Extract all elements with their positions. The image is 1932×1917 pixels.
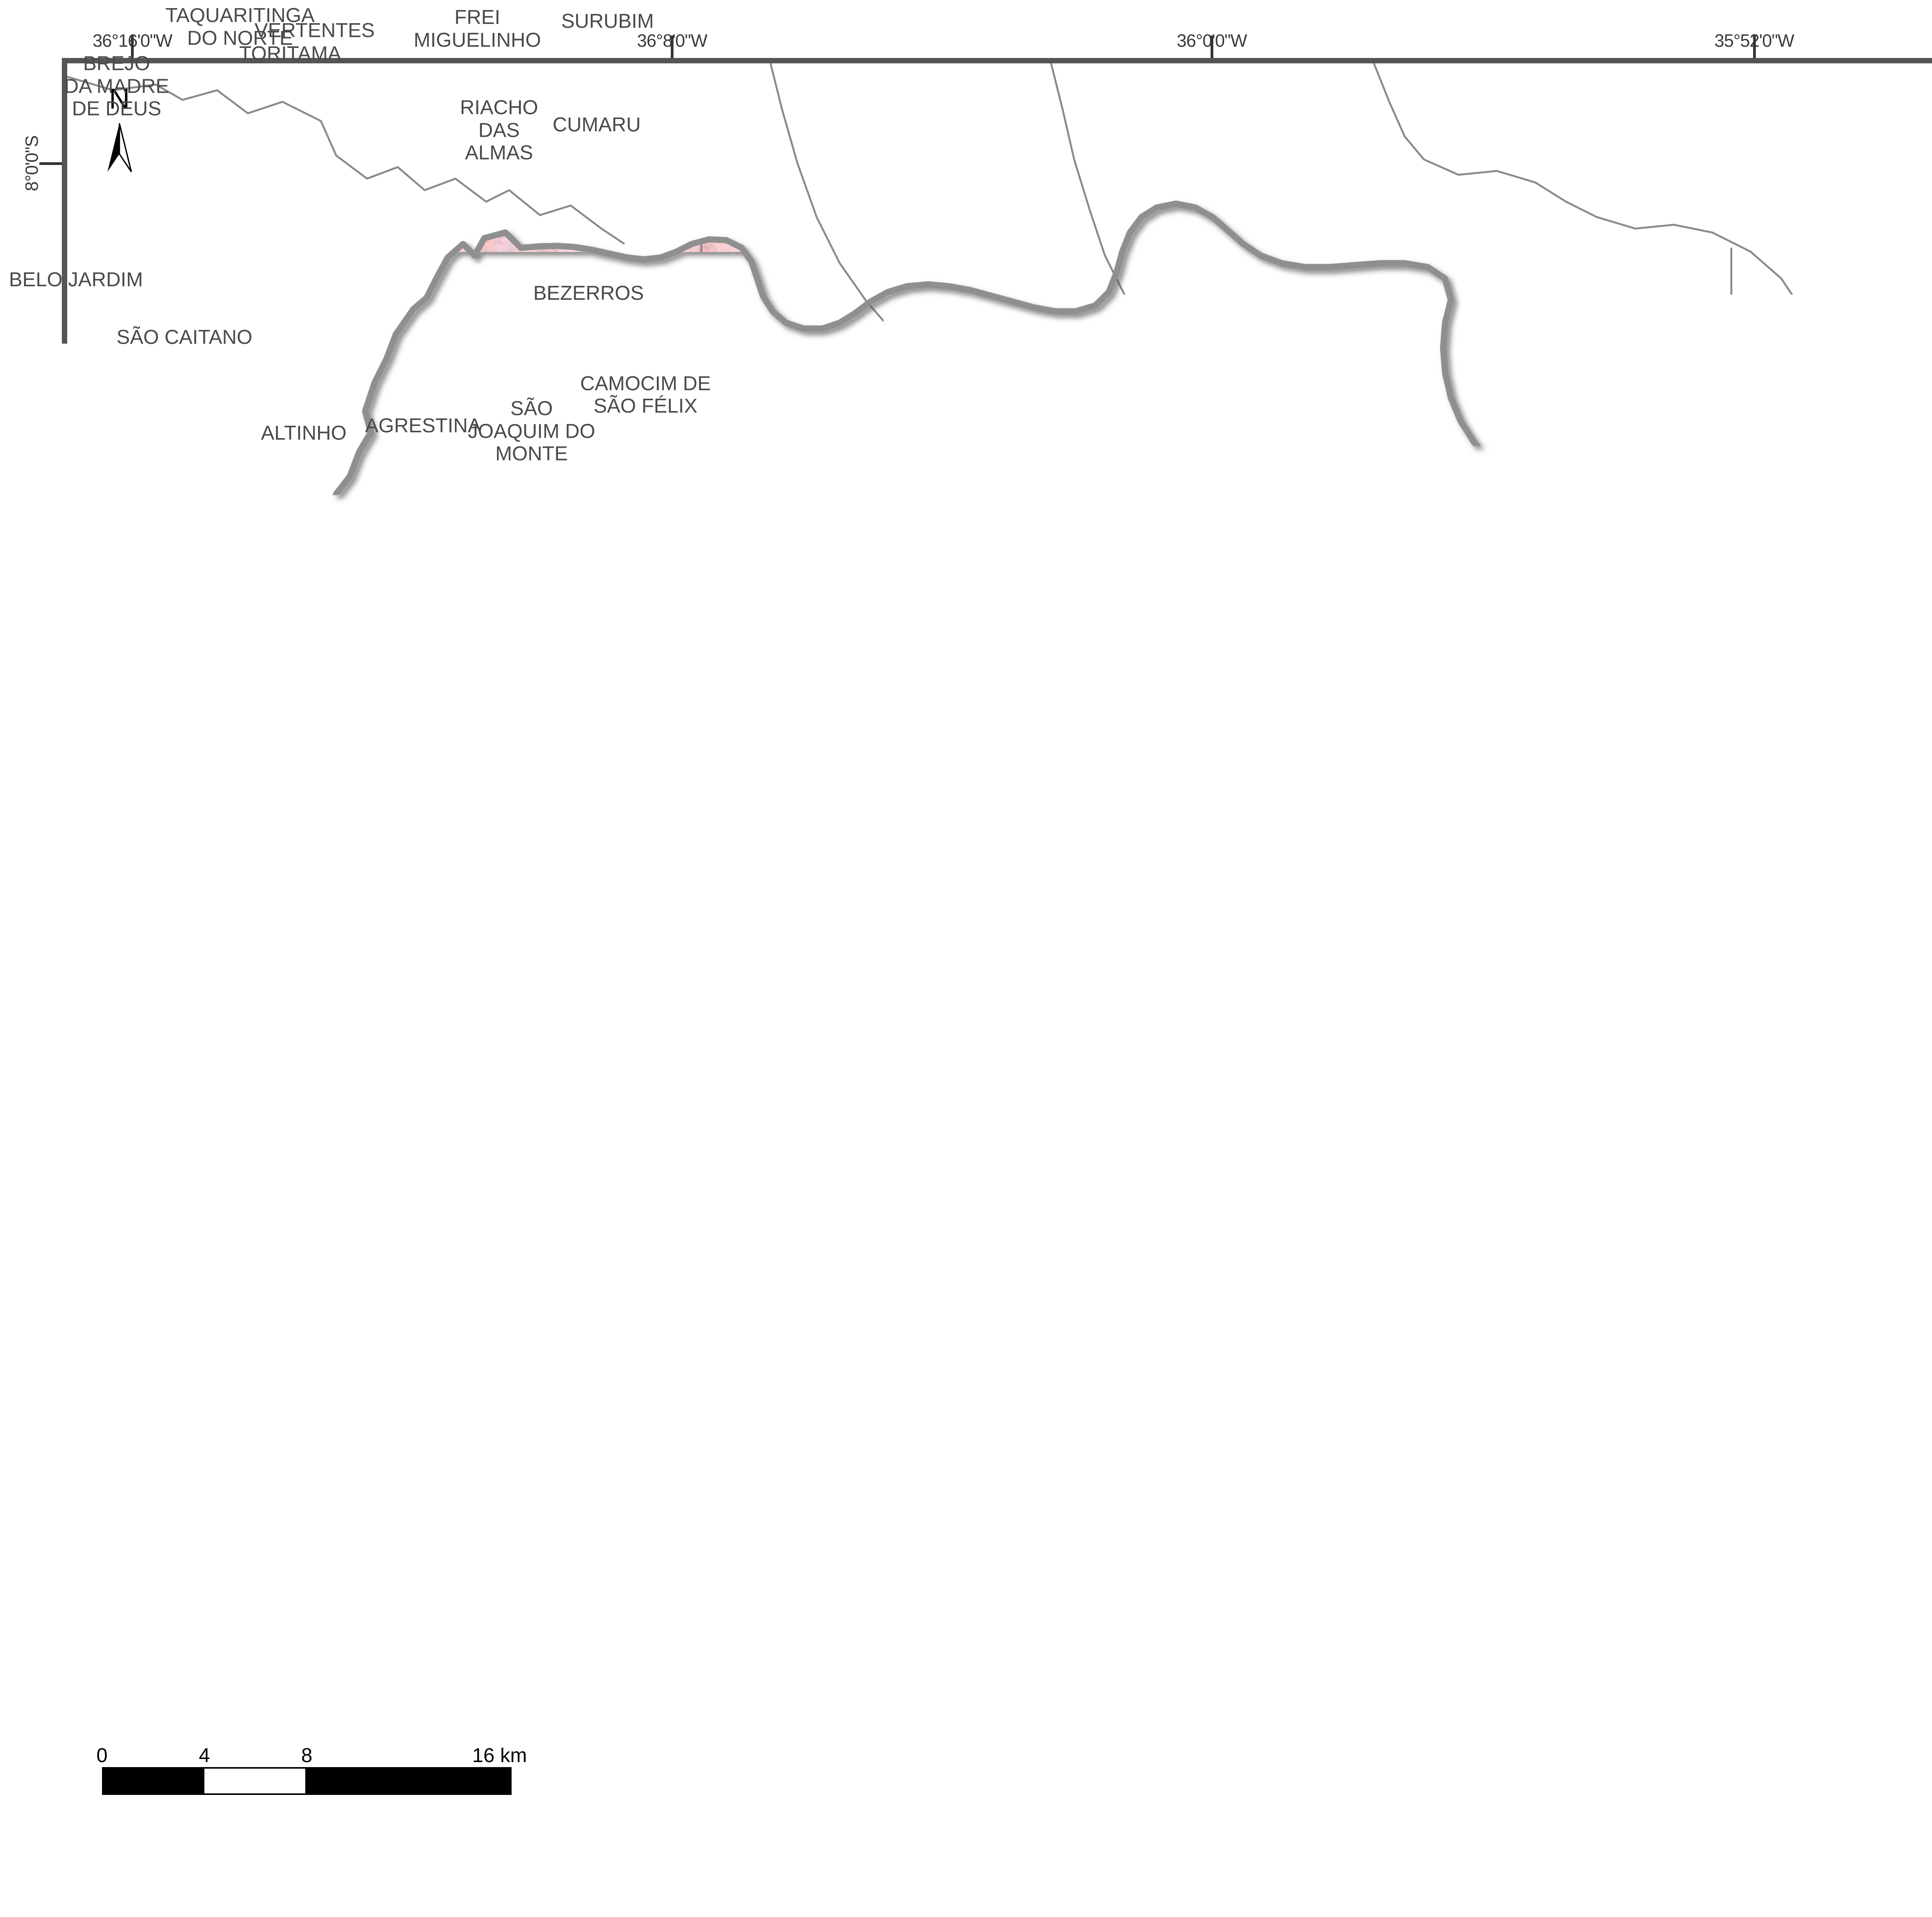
map-canvas[interactable] (67, 63, 1932, 1823)
lon-tickmark-bottom-3 (1753, 1827, 1756, 1850)
map-label-belo-jardim: BELO JARDIM (9, 269, 143, 291)
map-label-camocim-de-são-félix: CAMOCIM DE SÃO FÉLIX (580, 372, 711, 417)
lat-tickmark-left-0 (39, 162, 62, 165)
map-frame[interactable]: N 0 4 8 16 km (62, 58, 1932, 1827)
lat-tickmark-left-1 (39, 651, 62, 654)
lon-tick-bottom-1: 36°8'0"W (637, 1851, 707, 1872)
map-label-toritama: TORITAMA (239, 42, 341, 65)
map-label-riacho-das-almas: RIACHO DAS ALMAS (460, 97, 538, 164)
map-label-vertentes: VERTENTES (255, 19, 375, 42)
scale-tick-2: 8 (301, 1744, 313, 1767)
lon-tickmark-top-1 (671, 36, 673, 58)
lon-tickmark-bottom-1 (671, 1827, 673, 1850)
map-label-bezerros: BEZERROS (533, 282, 644, 304)
lon-tick-bottom-2: 36°0'0"W (1177, 1851, 1247, 1872)
lon-tickmark-top-3 (1753, 36, 1756, 58)
lon-tickmark-top-2 (1211, 36, 1213, 58)
lon-tickmark-bottom-0 (131, 1827, 134, 1850)
lon-tick-bottom-0: 36°16'0"W (93, 1851, 172, 1872)
lat-tick-left-1: 8°8'0"S (21, 624, 42, 680)
scale-segment-0 (102, 1767, 204, 1795)
scale-tick-3: 16 km (472, 1744, 527, 1767)
scale-bar-ticks: 0 4 8 16 km (102, 1744, 512, 1767)
map-label-são-caitano: SÃO CAITANO (117, 326, 253, 348)
map-label-agrestina: AGRESTINA (365, 414, 481, 437)
map-label-frei-miguelinho: FREI MIGUELINHO (414, 6, 541, 51)
map-label-tacaimbó: TACAIMBÓ (11, 364, 114, 387)
scale-tick-1: 4 (199, 1744, 210, 1767)
lat-tick-left-3: 8°24'0"S (21, 1598, 42, 1663)
lon-tickmark-bottom-2 (1211, 1827, 1213, 1850)
scale-bar-segments (102, 1767, 512, 1795)
map-label-altinho: ALTINHO (261, 422, 347, 444)
map-label-brejo-da-madre-de-deus: BREJO DA MADRE DE DEUS (64, 53, 169, 120)
lat-tickmark-left-2 (39, 1140, 62, 1143)
scale-tick-0: 0 (97, 1744, 108, 1767)
lat-tick-left-2: 8°16'0"S (21, 1108, 42, 1174)
lat-tick-left-0: 8°0'0"S (21, 136, 42, 191)
scale-segment-2 (307, 1767, 512, 1795)
map-label-cumaru: CUMARU (553, 113, 641, 136)
lon-tick-bottom-3: 35°52'0"W (1714, 1851, 1794, 1872)
map-label-são-joaquim-do-monte: SÃO JOAQUIM DO MONTE (468, 398, 595, 465)
lat-tickmark-left-3 (39, 1629, 62, 1631)
scale-segment-1 (204, 1767, 307, 1795)
scale-bar: 0 4 8 16 km (102, 1744, 512, 1795)
map-label-surubim: SURUBIM (561, 10, 654, 32)
